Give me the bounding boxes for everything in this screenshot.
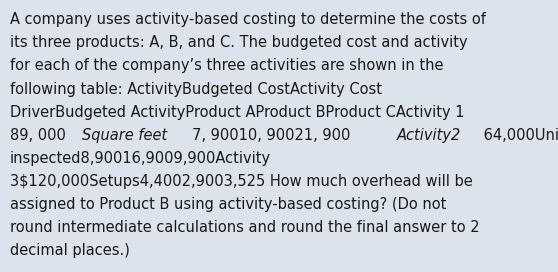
Text: assigned to Product B using activity-based costing? (Do not: assigned to Product B using activity-bas…: [10, 197, 446, 212]
Text: 7, 90010, 90021, 900: 7, 90010, 90021, 900: [192, 128, 350, 143]
Text: for each of the company’s three activities are shown in the: for each of the company’s three activiti…: [10, 58, 444, 73]
Text: Activity2: Activity2: [397, 128, 461, 143]
Text: its three products: A, B, and C. The budgeted cost and activity: its three products: A, B, and C. The bud…: [10, 35, 468, 50]
Text: A company uses activity-based costing to determine the costs of: A company uses activity-based costing to…: [10, 12, 486, 27]
Text: inspected8,90016,9009,900Activity: inspected8,90016,9009,900Activity: [10, 151, 271, 166]
Text: 3$120,000Setups4,4002,9003,525 How much overhead will be: 3$120,000Setups4,4002,9003,525 How much …: [10, 174, 473, 189]
Text: following table: ActivityBudgeted CostActivity Cost: following table: ActivityBudgeted CostAc…: [10, 82, 382, 97]
Text: Square feet: Square feet: [82, 128, 167, 143]
Text: 89, 000: 89, 000: [10, 128, 66, 143]
Text: round intermediate calculations and round the final answer to 2: round intermediate calculations and roun…: [10, 220, 480, 235]
Text: decimal places.): decimal places.): [10, 243, 130, 258]
Text: 64,000Units: 64,000Units: [479, 128, 558, 143]
Text: DriverBudgeted ActivityProduct AProduct BProduct CActivity 1: DriverBudgeted ActivityProduct AProduct …: [10, 105, 465, 120]
